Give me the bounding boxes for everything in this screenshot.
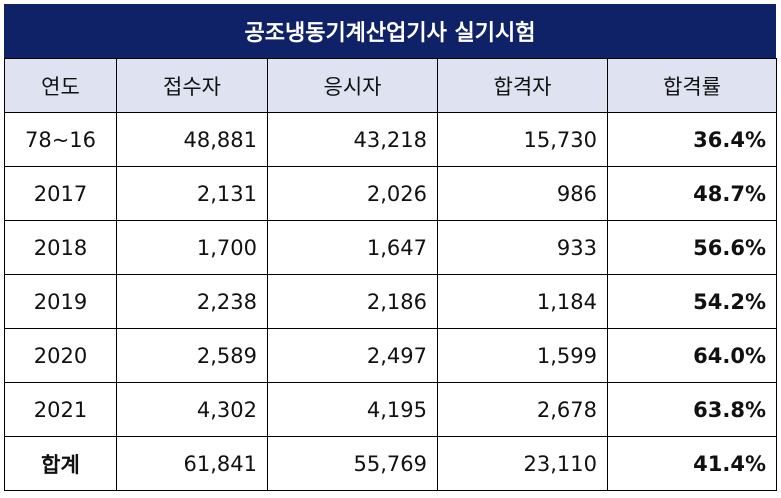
cell-applicants: 48,881 bbox=[116, 112, 268, 167]
cell-year: 78~16 bbox=[4, 112, 117, 167]
header-row: 연도 접수자 응시자 합격자 합격률 bbox=[4, 58, 777, 113]
cell-examinees: 2,186 bbox=[267, 274, 438, 329]
cell-pass-rate: 56.6% bbox=[607, 220, 777, 275]
cell-passers: 1,599 bbox=[437, 328, 608, 383]
header-passers: 합격자 bbox=[437, 58, 608, 113]
cell-total-label: 합계 bbox=[4, 436, 117, 491]
table-title: 공조냉동기계산업기사 실기시험 bbox=[4, 4, 776, 58]
table-row: 2017 2,131 2,026 986 48.7% bbox=[4, 166, 777, 221]
cell-passers: 933 bbox=[437, 220, 608, 275]
cell-examinees: 43,218 bbox=[267, 112, 438, 167]
header-pass-rate: 합격률 bbox=[607, 58, 777, 113]
table-row: 2021 4,302 4,195 2,678 63.8% bbox=[4, 382, 777, 437]
cell-pass-rate: 36.4% bbox=[607, 112, 777, 167]
cell-pass-rate: 48.7% bbox=[607, 166, 777, 221]
cell-examinees: 2,497 bbox=[267, 328, 438, 383]
cell-applicants: 2,238 bbox=[116, 274, 268, 329]
cell-applicants: 2,131 bbox=[116, 166, 268, 221]
cell-year: 2021 bbox=[4, 382, 117, 437]
cell-year: 2017 bbox=[4, 166, 117, 221]
header-applicants: 접수자 bbox=[116, 58, 268, 113]
cell-pass-rate: 41.4% bbox=[607, 436, 777, 491]
cell-examinees: 1,647 bbox=[267, 220, 438, 275]
cell-examinees: 2,026 bbox=[267, 166, 438, 221]
table-row: 2018 1,700 1,647 933 56.6% bbox=[4, 220, 777, 275]
cell-passers: 1,184 bbox=[437, 274, 608, 329]
header-examinees: 응시자 bbox=[267, 58, 438, 113]
cell-applicants: 61,841 bbox=[116, 436, 268, 491]
stats-table-container: 공조냉동기계산업기사 실기시험 연도 접수자 응시자 합격자 합격률 78~16… bbox=[4, 4, 777, 491]
cell-pass-rate: 64.0% bbox=[607, 328, 777, 383]
total-row: 합계 61,841 55,769 23,110 41.4% bbox=[4, 436, 777, 491]
cell-year: 2020 bbox=[4, 328, 117, 383]
cell-examinees: 4,195 bbox=[267, 382, 438, 437]
cell-applicants: 1,700 bbox=[116, 220, 268, 275]
cell-examinees: 55,769 bbox=[267, 436, 438, 491]
cell-pass-rate: 63.8% bbox=[607, 382, 777, 437]
cell-applicants: 2,589 bbox=[116, 328, 268, 383]
table-row: 78~16 48,881 43,218 15,730 36.4% bbox=[4, 112, 777, 167]
cell-pass-rate: 54.2% bbox=[607, 274, 777, 329]
cell-applicants: 4,302 bbox=[116, 382, 268, 437]
exam-stats-table: 연도 접수자 응시자 합격자 합격률 78~16 48,881 43,218 1… bbox=[4, 58, 777, 491]
table-row: 2019 2,238 2,186 1,184 54.2% bbox=[4, 274, 777, 329]
cell-year: 2019 bbox=[4, 274, 117, 329]
cell-passers: 986 bbox=[437, 166, 608, 221]
cell-year: 2018 bbox=[4, 220, 117, 275]
cell-passers: 15,730 bbox=[437, 112, 608, 167]
table-row: 2020 2,589 2,497 1,599 64.0% bbox=[4, 328, 777, 383]
cell-passers: 23,110 bbox=[437, 436, 608, 491]
header-year: 연도 bbox=[4, 58, 117, 113]
cell-passers: 2,678 bbox=[437, 382, 608, 437]
